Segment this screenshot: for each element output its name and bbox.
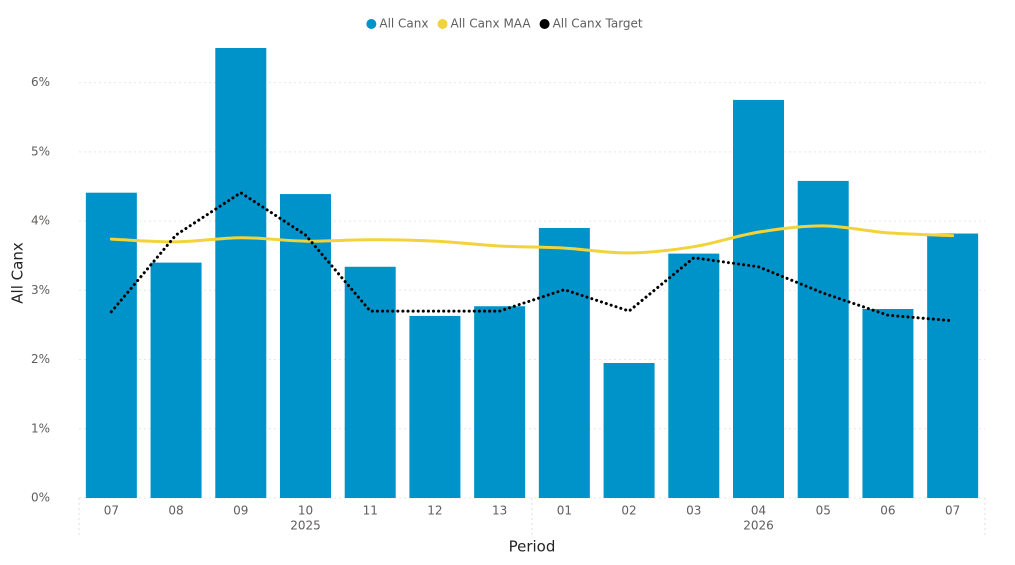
x-tick-label: 07 xyxy=(945,504,960,518)
bar xyxy=(344,266,396,498)
y-tick-label: 3% xyxy=(31,283,50,297)
bar xyxy=(474,306,526,498)
y-tick-label: 4% xyxy=(31,214,50,228)
y-axis-title: All Canx xyxy=(9,242,27,304)
bar xyxy=(603,363,655,498)
x-tick-label: 12 xyxy=(427,504,442,518)
legend-label: All Canx Target xyxy=(553,17,643,31)
bar xyxy=(150,262,202,498)
bar xyxy=(927,233,979,499)
x-tick-label: 01 xyxy=(557,504,572,518)
x-tick-label: 06 xyxy=(880,504,895,518)
x-group-label: 2025 xyxy=(290,519,321,533)
legend-label: All Canx MAA xyxy=(451,17,532,31)
legend-label: All Canx xyxy=(379,17,428,31)
bar xyxy=(797,180,849,498)
x-tick-label: 08 xyxy=(168,504,183,518)
legend-marker xyxy=(437,19,448,29)
bar xyxy=(85,192,137,498)
y-tick-label: 2% xyxy=(31,352,50,366)
bar xyxy=(862,309,914,498)
x-tick-label: 09 xyxy=(233,504,248,518)
line-series xyxy=(109,224,955,255)
x-tick-label: 03 xyxy=(686,504,701,518)
y-tick-label: 6% xyxy=(31,75,50,89)
x-group-label: 2026 xyxy=(743,519,774,533)
x-tick-label: 10 xyxy=(298,504,313,518)
legend-marker xyxy=(539,19,550,29)
y-tick-label: 5% xyxy=(31,144,50,158)
bar xyxy=(280,194,331,499)
bar xyxy=(668,253,720,498)
bar xyxy=(538,228,590,498)
x-tick-label: 05 xyxy=(816,504,831,518)
bar xyxy=(733,99,784,498)
x-tick-label: 02 xyxy=(621,504,636,518)
x-tick-label: 04 xyxy=(751,504,766,518)
bar xyxy=(215,48,267,498)
x-tick-label: 11 xyxy=(363,504,378,518)
bar xyxy=(409,315,461,498)
x-tick-label: 13 xyxy=(492,504,507,518)
y-tick-label: 0% xyxy=(31,491,50,505)
x-tick-label: 07 xyxy=(104,504,119,518)
y-tick-label: 1% xyxy=(31,421,50,435)
x-axis-title: Period xyxy=(509,538,556,556)
legend-marker xyxy=(366,19,377,29)
